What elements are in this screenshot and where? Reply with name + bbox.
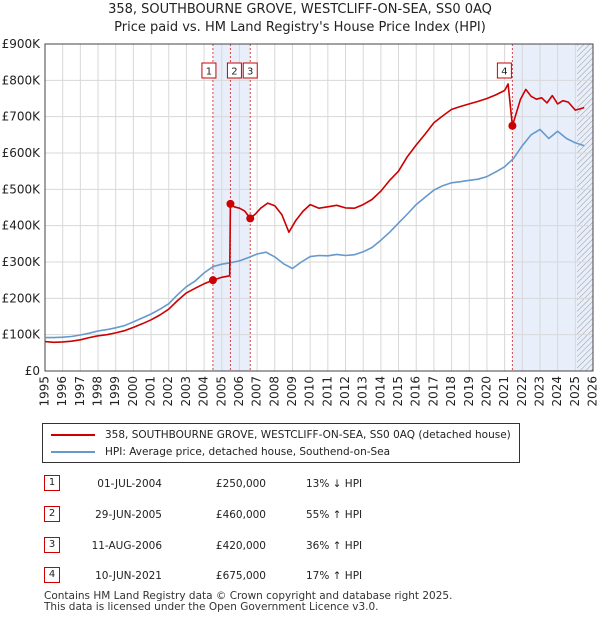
sale-point	[508, 121, 517, 130]
sale-row: 1 01-JUL-2004 £250,000 13% ↓ HPI	[0, 475, 600, 493]
y-tick-label: £200K	[2, 291, 42, 305]
x-tick-label: 2016	[409, 376, 423, 407]
legend-line-hpi	[51, 451, 95, 453]
chart-legend: 358, SOUTHBOURNE GROVE, WESTCLIFF-ON-SEA…	[42, 423, 520, 463]
x-tick-label: 2025	[568, 376, 582, 407]
x-tick-label: 2002	[161, 376, 175, 407]
y-tick-label: £300K	[2, 255, 42, 269]
y-tick-label: £600K	[2, 146, 42, 160]
x-tick-label: 2019	[462, 376, 476, 407]
sale-price: £420,000	[215, 540, 266, 552]
x-tick-label: 1998	[91, 376, 105, 407]
chart-title-line1: 358, SOUTHBOURNE GROVE, WESTCLIFF-ON-SEA…	[108, 2, 492, 17]
price-chart: £0 £100K £200K £300K £400K £500K £600K £700K £80…	[2, 37, 600, 407]
legend-line-property	[51, 434, 95, 436]
x-tick-label: 2024	[550, 376, 564, 407]
x-tick-label: 2003	[179, 376, 193, 407]
x-tick-label: 2009	[285, 376, 299, 407]
sale-date: 10-JUN-2021	[95, 570, 162, 582]
footer-note: Contains HM Land Registry data © Crown c…	[44, 591, 452, 613]
y-tick-label: £900K	[2, 37, 42, 51]
x-tick-label: 2010	[303, 376, 317, 407]
x-tick-label: 1996	[55, 376, 69, 407]
x-tick-label: 2022	[515, 376, 529, 407]
footer-copyright: Contains HM Land Registry data © Crown c…	[44, 590, 453, 602]
sale-date: 01-JUL-2004	[97, 478, 162, 490]
x-tick-label: 2000	[126, 376, 140, 407]
x-tick-label: 1999	[108, 376, 122, 407]
property-series-line	[45, 83, 585, 344]
x-tick-label: 2015	[391, 376, 405, 407]
sale-date: 11-AUG-2006	[91, 540, 162, 552]
sale-point	[208, 276, 217, 285]
x-tick-label: 2007	[250, 376, 264, 407]
sale-number-badge: 2	[44, 506, 60, 522]
sale-number-box	[242, 62, 258, 79]
sale-number-label: 1	[206, 67, 212, 78]
sale-number-box	[226, 62, 242, 79]
x-tick-label: 2006	[232, 376, 246, 407]
x-tick-label: 2018	[444, 376, 458, 407]
x-tick-label: 2023	[532, 376, 546, 407]
x-tick-label: 2004	[197, 376, 211, 407]
x-tick-label: 2017	[426, 376, 440, 407]
sale-hpi-diff: 17% ↑ HPI	[306, 570, 363, 582]
y-tick-label: £700K	[2, 110, 42, 124]
sale-point	[226, 199, 235, 208]
x-tick-label: 2021	[497, 376, 511, 407]
x-tick-label: 2026	[586, 376, 600, 407]
x-tick-label: 2012	[338, 376, 352, 407]
sale-row: 4 10-JUN-2021 £675,000 17% ↑ HPI	[0, 567, 600, 585]
x-tick-label: 2001	[144, 376, 158, 407]
x-tick-label: 2020	[479, 376, 493, 407]
x-tick-label: 2011	[320, 376, 334, 407]
sale-number-label: 2	[231, 67, 237, 78]
y-tick-label: £800K	[2, 73, 42, 87]
y-tick-label: £500K	[2, 182, 42, 196]
hpi-series-line	[45, 128, 585, 339]
hatched-area	[577, 44, 593, 371]
sale-price: £250,000	[215, 478, 266, 490]
sale-hpi-diff: 55% ↑ HPI	[306, 509, 363, 521]
footer-licence: This data is licensed under the Open Gov…	[44, 601, 379, 613]
x-tick-label: 2008	[267, 376, 281, 407]
sale-number-box	[496, 62, 512, 79]
sale-row: 2 29-JUN-2005 £460,000 55% ↑ HPI	[0, 506, 600, 524]
series-group	[45, 83, 585, 344]
sale-row: 3 11-AUG-2006 £420,000 36% ↑ HPI	[0, 537, 600, 555]
plot-frame	[44, 43, 594, 372]
chart-title-line2: Price paid vs. HM Land Registry's House …	[114, 20, 486, 35]
sale-price: £460,000	[215, 509, 266, 521]
y-tick-label: £0	[25, 364, 40, 378]
sale-hpi-diff: 13% ↓ HPI	[306, 478, 363, 490]
legend-label-property: 358, SOUTHBOURNE GROVE, WESTCLIFF-ON-SEA…	[105, 429, 511, 441]
sale-price: £675,000	[215, 570, 266, 582]
x-tick-label: 1995	[38, 376, 52, 407]
y-tick-label: £400K	[2, 219, 42, 233]
sale-hpi-diff: 36% ↑ HPI	[306, 540, 363, 552]
x-tick-label: 2014	[373, 376, 387, 407]
sale-number-badge: 1	[44, 475, 60, 491]
sale-number-label: 3	[247, 67, 253, 78]
x-tick-label: 2005	[214, 376, 228, 407]
sale-date: 29-JUN-2005	[95, 509, 162, 521]
y-tick-label: £100K	[2, 328, 42, 342]
sale-number-label: 4	[501, 67, 507, 78]
sale-number-badge: 3	[44, 537, 60, 553]
sale-number-box	[201, 62, 217, 79]
x-tick-label: 2013	[356, 376, 370, 407]
legend-label-hpi: HPI: Average price, detached house, Sout…	[105, 446, 391, 458]
sale-number-badge: 4	[44, 567, 60, 583]
x-tick-label: 1997	[73, 376, 87, 407]
sale-point	[246, 214, 255, 223]
